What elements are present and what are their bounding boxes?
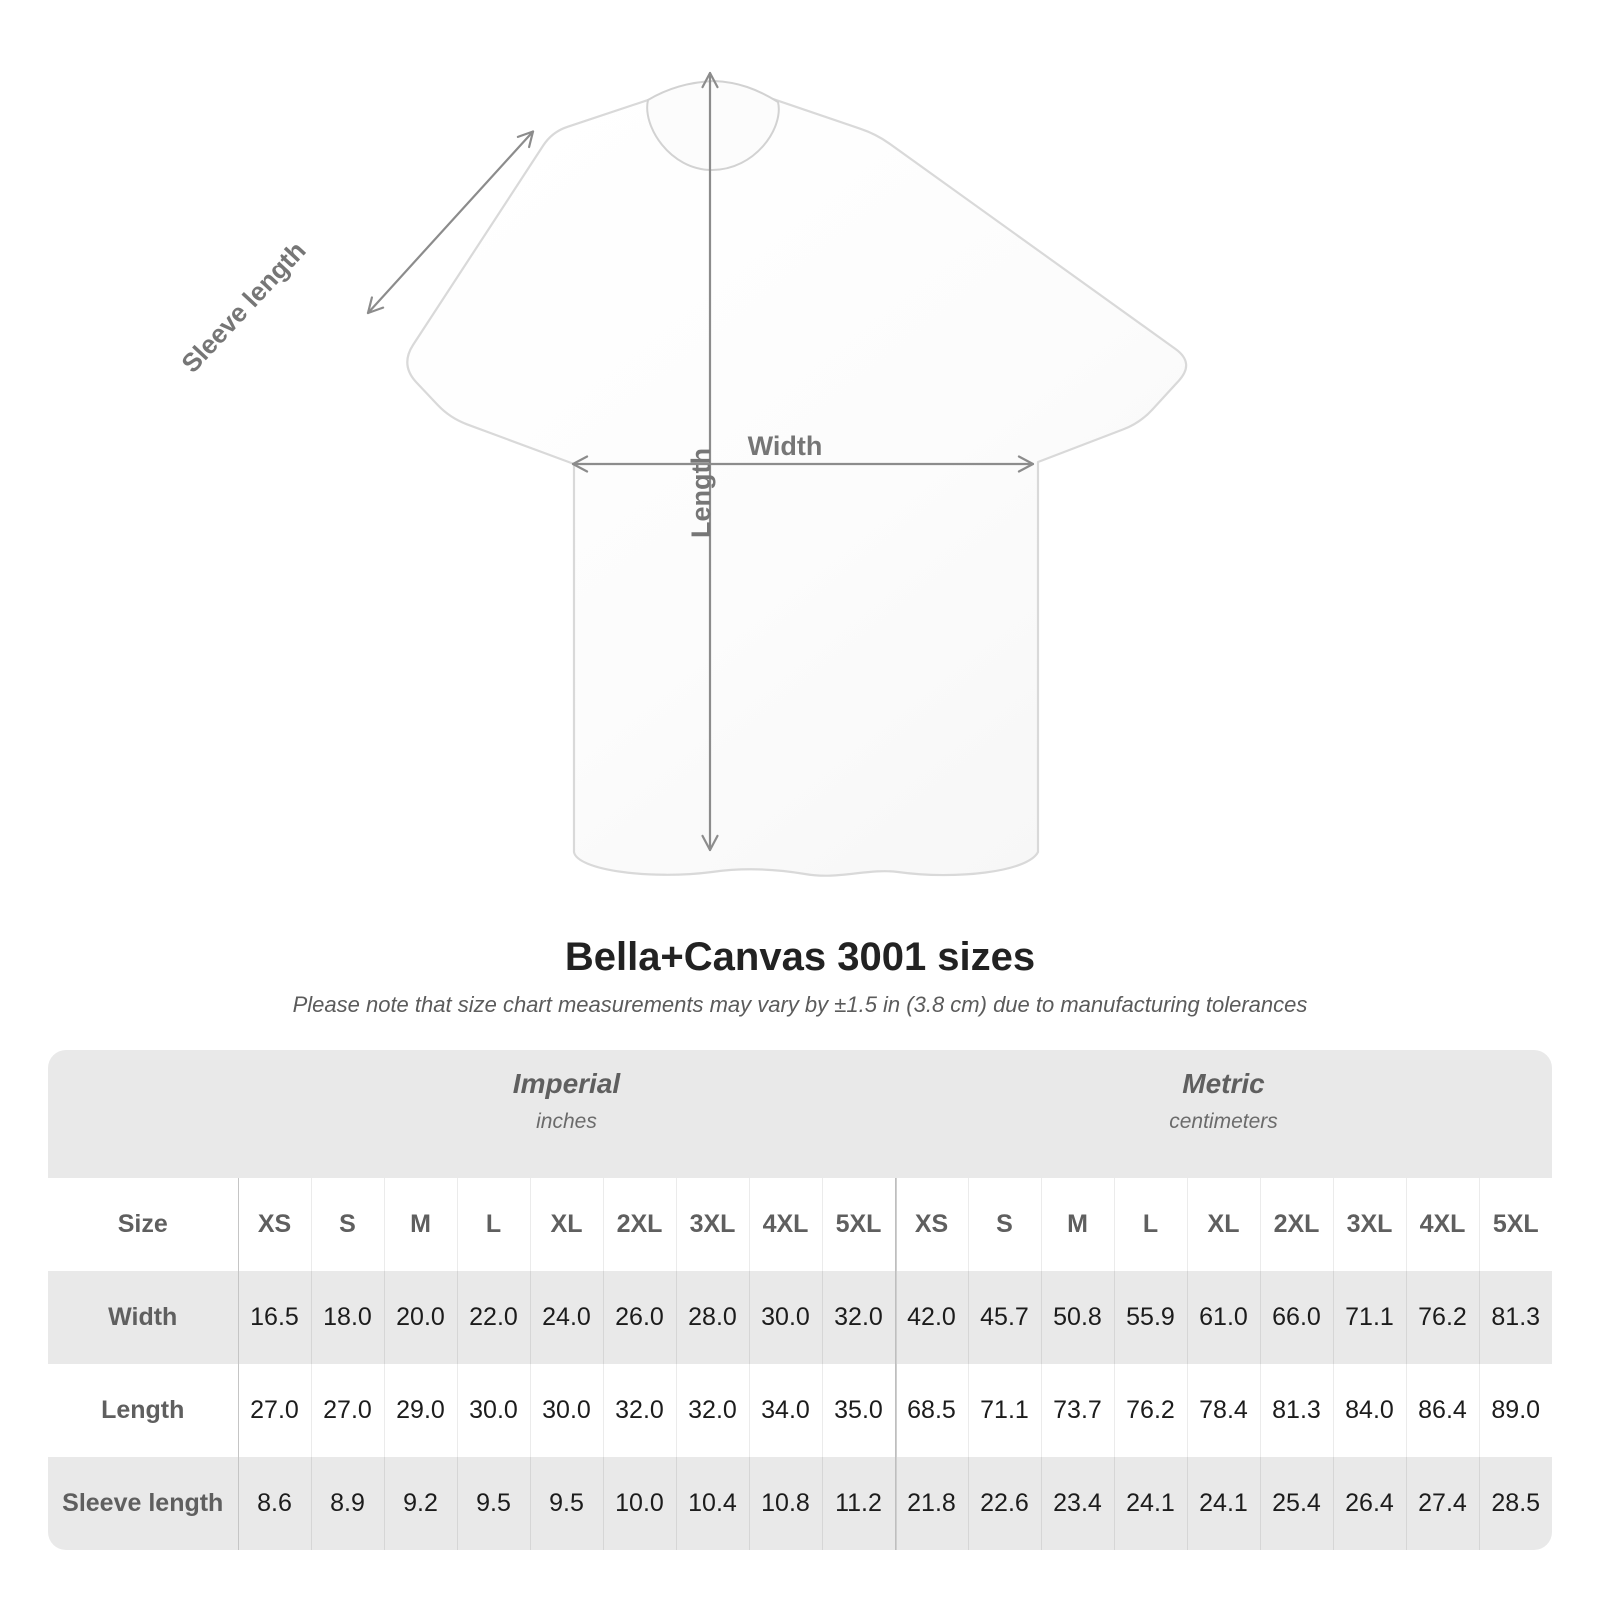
svg-text:Length: Length bbox=[686, 448, 716, 538]
svg-text:Width: Width bbox=[748, 431, 823, 461]
svg-text:Sleeve length: Sleeve length bbox=[175, 235, 311, 378]
